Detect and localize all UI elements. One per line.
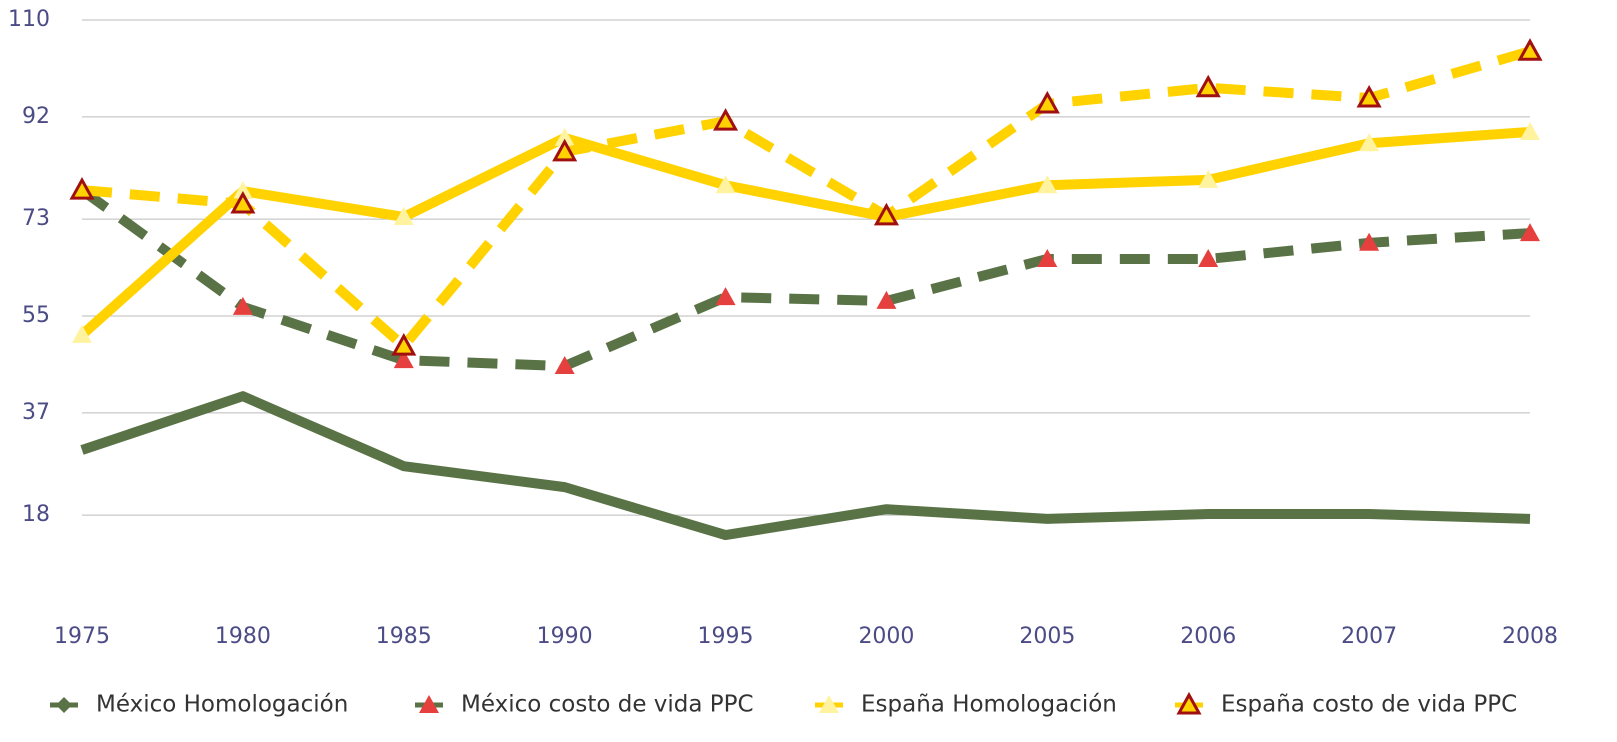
y-tick-label: 73 <box>22 206 50 231</box>
x-tick-label: 2000 <box>858 624 914 649</box>
x-tick-label: 1990 <box>537 624 593 649</box>
marker <box>1176 691 1202 715</box>
y-tick-label: 110 <box>8 7 50 32</box>
marker <box>552 138 578 162</box>
marker <box>1198 248 1219 267</box>
marker <box>1034 90 1060 114</box>
x-tick-label: 2007 <box>1341 624 1397 649</box>
marker <box>1359 232 1380 251</box>
marker <box>713 108 739 131</box>
marker <box>873 202 899 226</box>
x-tick-label: 1975 <box>54 624 110 649</box>
marker <box>1198 169 1219 188</box>
marker <box>1037 248 1058 267</box>
marker <box>1520 223 1540 242</box>
x-tick-label: 1995 <box>698 624 754 649</box>
marker <box>1517 38 1543 61</box>
marker <box>232 296 253 315</box>
marker <box>554 127 575 146</box>
marker <box>715 287 736 306</box>
series <box>80 391 1531 541</box>
line <box>79 186 1531 372</box>
x-tick-label: 2006 <box>1180 624 1236 649</box>
legend-label: España costo de vida PPC <box>1221 692 1517 718</box>
marker <box>1195 74 1221 98</box>
marker <box>393 206 414 225</box>
marker <box>1520 121 1540 140</box>
x-tick-label: 2005 <box>1019 624 1075 649</box>
y-tick-label: 37 <box>22 400 50 425</box>
marker <box>72 324 92 343</box>
marker <box>554 356 575 375</box>
marker <box>391 333 417 356</box>
x-tick-label: 1980 <box>215 624 271 649</box>
marker <box>876 290 897 309</box>
legend-label: España Homologación <box>861 692 1117 718</box>
series <box>72 180 1540 375</box>
marker <box>715 175 736 194</box>
legend: México Homologación México costo de vida … <box>50 692 1517 718</box>
marker <box>419 695 439 713</box>
line <box>81 46 1532 352</box>
y-tick-label: 18 <box>22 502 50 527</box>
marker <box>232 181 253 200</box>
marker <box>1356 84 1382 108</box>
y-tick-label: 55 <box>22 303 50 328</box>
marker <box>819 695 839 713</box>
line <box>78 126 1531 339</box>
legend-label: México costo de vida PPC <box>461 692 754 718</box>
series <box>69 38 1543 356</box>
marker <box>393 350 414 369</box>
y-tick-label: 92 <box>22 104 50 129</box>
x-tick-label: 2008 <box>1502 624 1558 649</box>
x-tick-label: 1985 <box>376 624 432 649</box>
marker <box>69 176 95 200</box>
legend-label: México Homologación <box>96 692 348 718</box>
series <box>72 121 1540 343</box>
marker <box>1359 133 1380 152</box>
marker <box>230 190 256 214</box>
marker <box>1037 175 1058 194</box>
line <box>80 391 1531 541</box>
marker <box>56 697 72 713</box>
